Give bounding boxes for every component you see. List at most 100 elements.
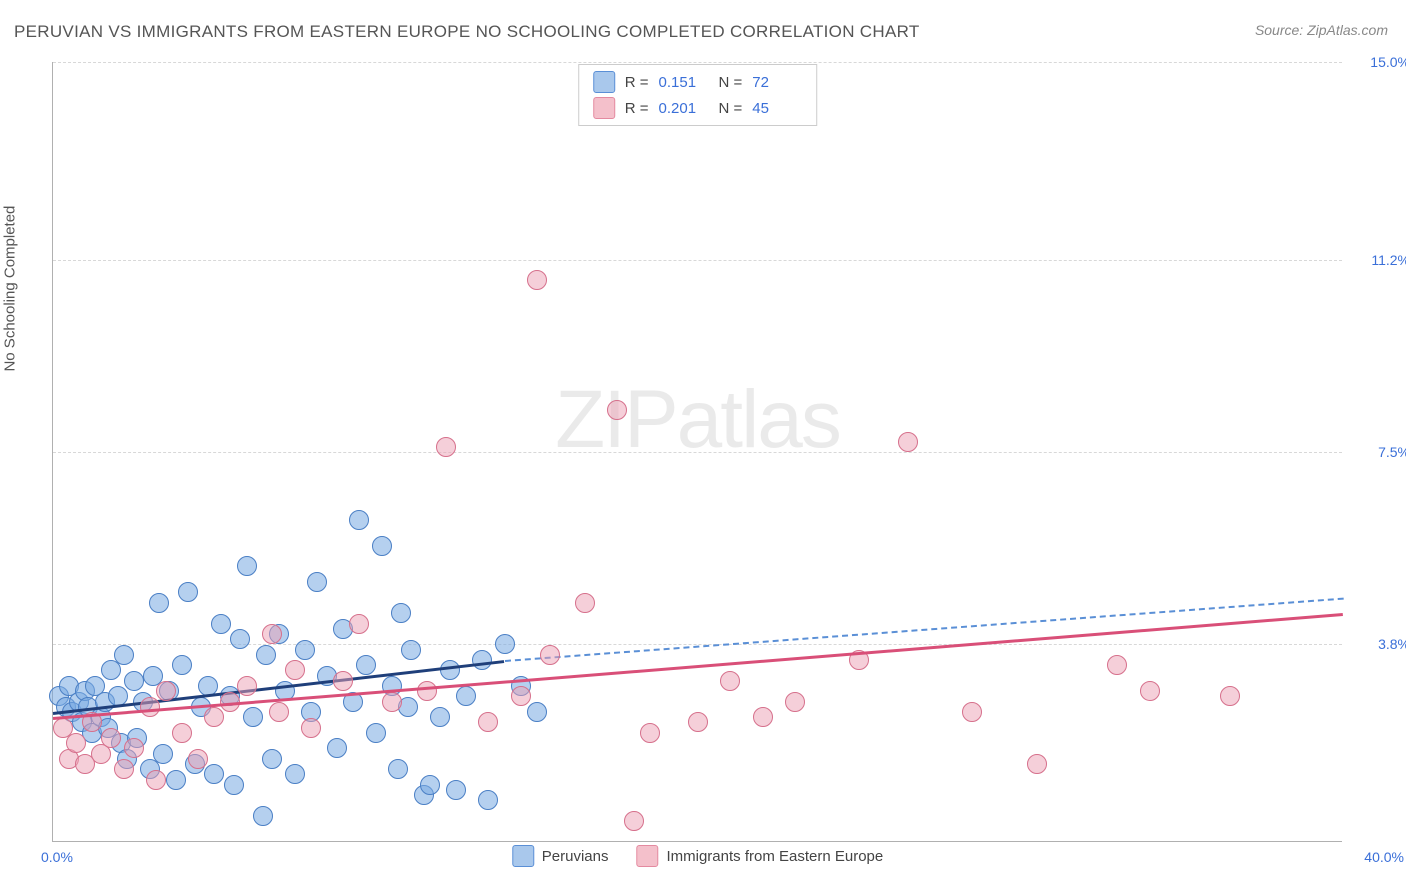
- data-point-peruvians: [211, 614, 231, 634]
- data-point-peruvians: [349, 510, 369, 530]
- y-tick-label: 15.0%: [1350, 54, 1406, 70]
- data-point-peruvians: [401, 640, 421, 660]
- chart-title: PERUVIAN VS IMMIGRANTS FROM EASTERN EURO…: [14, 22, 920, 42]
- n-value: 45: [752, 100, 802, 117]
- data-point-eastern-europe: [1107, 655, 1127, 675]
- r-value: 0.151: [659, 74, 709, 91]
- data-point-peruvians: [356, 655, 376, 675]
- data-point-eastern-europe: [140, 697, 160, 717]
- r-label: R =: [625, 100, 649, 117]
- legend-label: Immigrants from Eastern Europe: [666, 848, 883, 865]
- data-point-eastern-europe: [382, 692, 402, 712]
- data-point-eastern-europe: [66, 733, 86, 753]
- data-point-eastern-europe: [1220, 686, 1240, 706]
- data-point-eastern-europe: [478, 712, 498, 732]
- data-point-eastern-europe: [156, 681, 176, 701]
- data-point-peruvians: [472, 650, 492, 670]
- series-legend: Peruvians Immigrants from Eastern Europe: [512, 845, 883, 867]
- legend-item-peruvians: Peruvians: [512, 845, 609, 867]
- data-point-eastern-europe: [607, 400, 627, 420]
- data-point-eastern-europe: [640, 723, 660, 743]
- grid-line: [53, 452, 1342, 453]
- swatch-icon: [512, 845, 534, 867]
- data-point-eastern-europe: [146, 770, 166, 790]
- data-point-peruvians: [166, 770, 186, 790]
- data-point-peruvians: [391, 603, 411, 623]
- data-point-peruvians: [256, 645, 276, 665]
- y-tick-label: 3.8%: [1350, 636, 1406, 652]
- data-point-peruvians: [230, 629, 250, 649]
- data-point-eastern-europe: [262, 624, 282, 644]
- x-tick-max: 40.0%: [1364, 849, 1404, 865]
- data-point-peruvians: [372, 536, 392, 556]
- data-point-peruvians: [366, 723, 386, 743]
- data-point-peruvians: [495, 634, 515, 654]
- data-point-eastern-europe: [540, 645, 560, 665]
- data-point-eastern-europe: [436, 437, 456, 457]
- data-point-eastern-europe: [349, 614, 369, 634]
- data-point-peruvians: [446, 780, 466, 800]
- data-point-eastern-europe: [417, 681, 437, 701]
- grid-line: [53, 260, 1342, 261]
- n-label: N =: [719, 100, 743, 117]
- data-point-peruvians: [527, 702, 547, 722]
- data-point-peruvians: [327, 738, 347, 758]
- data-point-eastern-europe: [188, 749, 208, 769]
- trend-line: [53, 613, 1343, 720]
- data-point-peruvians: [430, 707, 450, 727]
- data-point-peruvians: [307, 572, 327, 592]
- data-point-peruvians: [253, 806, 273, 826]
- data-point-eastern-europe: [101, 728, 121, 748]
- grid-line: [53, 62, 1342, 63]
- chart-container: PERUVIAN VS IMMIGRANTS FROM EASTERN EURO…: [0, 0, 1406, 892]
- legend-row-peruvians: R = 0.151 N = 72: [593, 71, 803, 93]
- y-tick-label: 11.2%: [1350, 252, 1406, 268]
- data-point-peruvians: [262, 749, 282, 769]
- data-point-peruvians: [237, 556, 257, 576]
- watermark: ZIPatlas: [555, 373, 840, 467]
- data-point-eastern-europe: [301, 718, 321, 738]
- data-point-eastern-europe: [237, 676, 257, 696]
- data-point-peruvians: [420, 775, 440, 795]
- data-point-eastern-europe: [172, 723, 192, 743]
- plot-area: ZIPatlas R = 0.151 N = 72 R = 0.201 N = …: [52, 62, 1342, 842]
- swatch-icon: [593, 97, 615, 119]
- data-point-eastern-europe: [962, 702, 982, 722]
- legend-item-eastern-europe: Immigrants from Eastern Europe: [636, 845, 883, 867]
- trend-line: [504, 598, 1343, 662]
- data-point-peruvians: [124, 671, 144, 691]
- data-point-eastern-europe: [124, 738, 144, 758]
- n-label: N =: [719, 74, 743, 91]
- data-point-eastern-europe: [688, 712, 708, 732]
- data-point-peruvians: [295, 640, 315, 660]
- data-point-peruvians: [153, 744, 173, 764]
- data-point-eastern-europe: [575, 593, 595, 613]
- data-point-eastern-europe: [114, 759, 134, 779]
- data-point-eastern-europe: [204, 707, 224, 727]
- n-value: 72: [752, 74, 802, 91]
- data-point-peruvians: [149, 593, 169, 613]
- data-point-eastern-europe: [624, 811, 644, 831]
- data-point-eastern-europe: [785, 692, 805, 712]
- correlation-legend: R = 0.151 N = 72 R = 0.201 N = 45: [578, 64, 818, 126]
- legend-label: Peruvians: [542, 848, 609, 865]
- data-point-eastern-europe: [753, 707, 773, 727]
- data-point-eastern-europe: [285, 660, 305, 680]
- data-point-eastern-europe: [720, 671, 740, 691]
- swatch-icon: [636, 845, 658, 867]
- data-point-peruvians: [243, 707, 263, 727]
- data-point-peruvians: [204, 764, 224, 784]
- data-point-peruvians: [224, 775, 244, 795]
- data-point-peruvians: [440, 660, 460, 680]
- data-point-peruvians: [285, 764, 305, 784]
- r-label: R =: [625, 74, 649, 91]
- data-point-peruvians: [178, 582, 198, 602]
- data-point-eastern-europe: [898, 432, 918, 452]
- data-point-eastern-europe: [527, 270, 547, 290]
- source-label: Source: ZipAtlas.com: [1255, 22, 1388, 38]
- legend-row-eastern-europe: R = 0.201 N = 45: [593, 97, 803, 119]
- y-tick-label: 7.5%: [1350, 444, 1406, 460]
- x-tick-min: 0.0%: [41, 849, 73, 865]
- data-point-peruvians: [478, 790, 498, 810]
- data-point-eastern-europe: [511, 686, 531, 706]
